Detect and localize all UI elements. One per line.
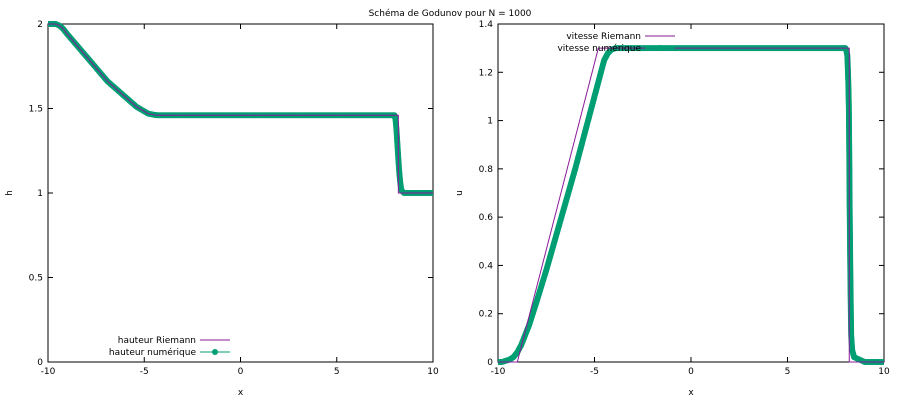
y-tick-label: 0 — [487, 358, 493, 368]
legend-label: vitesse numérique — [557, 43, 641, 54]
y-axis-label: u — [455, 190, 465, 196]
legend-label: hauteur numérique — [109, 347, 197, 358]
legend-label: vitesse Riemann — [566, 32, 641, 42]
x-tick-label: -5 — [590, 367, 599, 377]
series-0-line — [498, 47, 884, 363]
x-tick-label: 0 — [688, 367, 694, 377]
plot-frame — [497, 23, 885, 363]
y-tick-label: 0.5 — [29, 274, 43, 284]
series-1-markers — [48, 21, 433, 196]
y-tick-label: 1.5 — [29, 105, 43, 115]
y-tick-label: 1 — [37, 189, 43, 199]
y-tick-label: 0.2 — [479, 310, 493, 320]
data-area — [498, 45, 884, 365]
x-axis-label: x — [238, 388, 244, 398]
y-tick-label: 1 — [487, 117, 493, 127]
series-1-line — [498, 47, 884, 363]
y-axis-label: h — [5, 190, 15, 196]
legend-label: hauteur Riemann — [118, 336, 196, 346]
x-tick-label: -5 — [140, 367, 149, 377]
plot-velocity: -10 -5 0 5 10 0 0.2 0.4 0.6 0.8 1 1.2 1.4 x u vitesse R… — [455, 20, 890, 398]
x-tick-label: 10 — [878, 367, 890, 377]
series-1-line — [48, 23, 433, 194]
y-tick-label: 2 — [37, 20, 43, 30]
y-tick-label: 0.4 — [479, 261, 494, 271]
y-tick-label: 0.6 — [479, 213, 494, 223]
x-axis-label: x — [688, 388, 694, 398]
y-tick-label: 1.2 — [479, 68, 493, 78]
y-tick-label: 0.8 — [479, 165, 494, 175]
y-tick-label: 1.4 — [479, 20, 494, 30]
legend-swatch-marker — [657, 45, 663, 51]
data-area — [48, 21, 433, 196]
x-tick-label: 5 — [334, 367, 340, 377]
figure-title: Schéma de Godunov pour N = 1000 — [369, 8, 532, 19]
x-tick-label: -10 — [491, 367, 506, 377]
plot-height: -10 -5 0 5 10 0 0.5 1 1.5 2 x h hauteur Riemannhaute… — [5, 20, 439, 398]
x-tick-label: -10 — [41, 367, 56, 377]
y-tick-label: 0 — [37, 358, 43, 368]
x-tick-label: 5 — [785, 367, 791, 377]
series-0-line — [48, 23, 433, 194]
x-tick-label: 0 — [238, 367, 244, 377]
series-1-markers — [498, 45, 884, 365]
x-tick-label: 10 — [427, 367, 439, 377]
legend-swatch-marker — [212, 349, 218, 355]
